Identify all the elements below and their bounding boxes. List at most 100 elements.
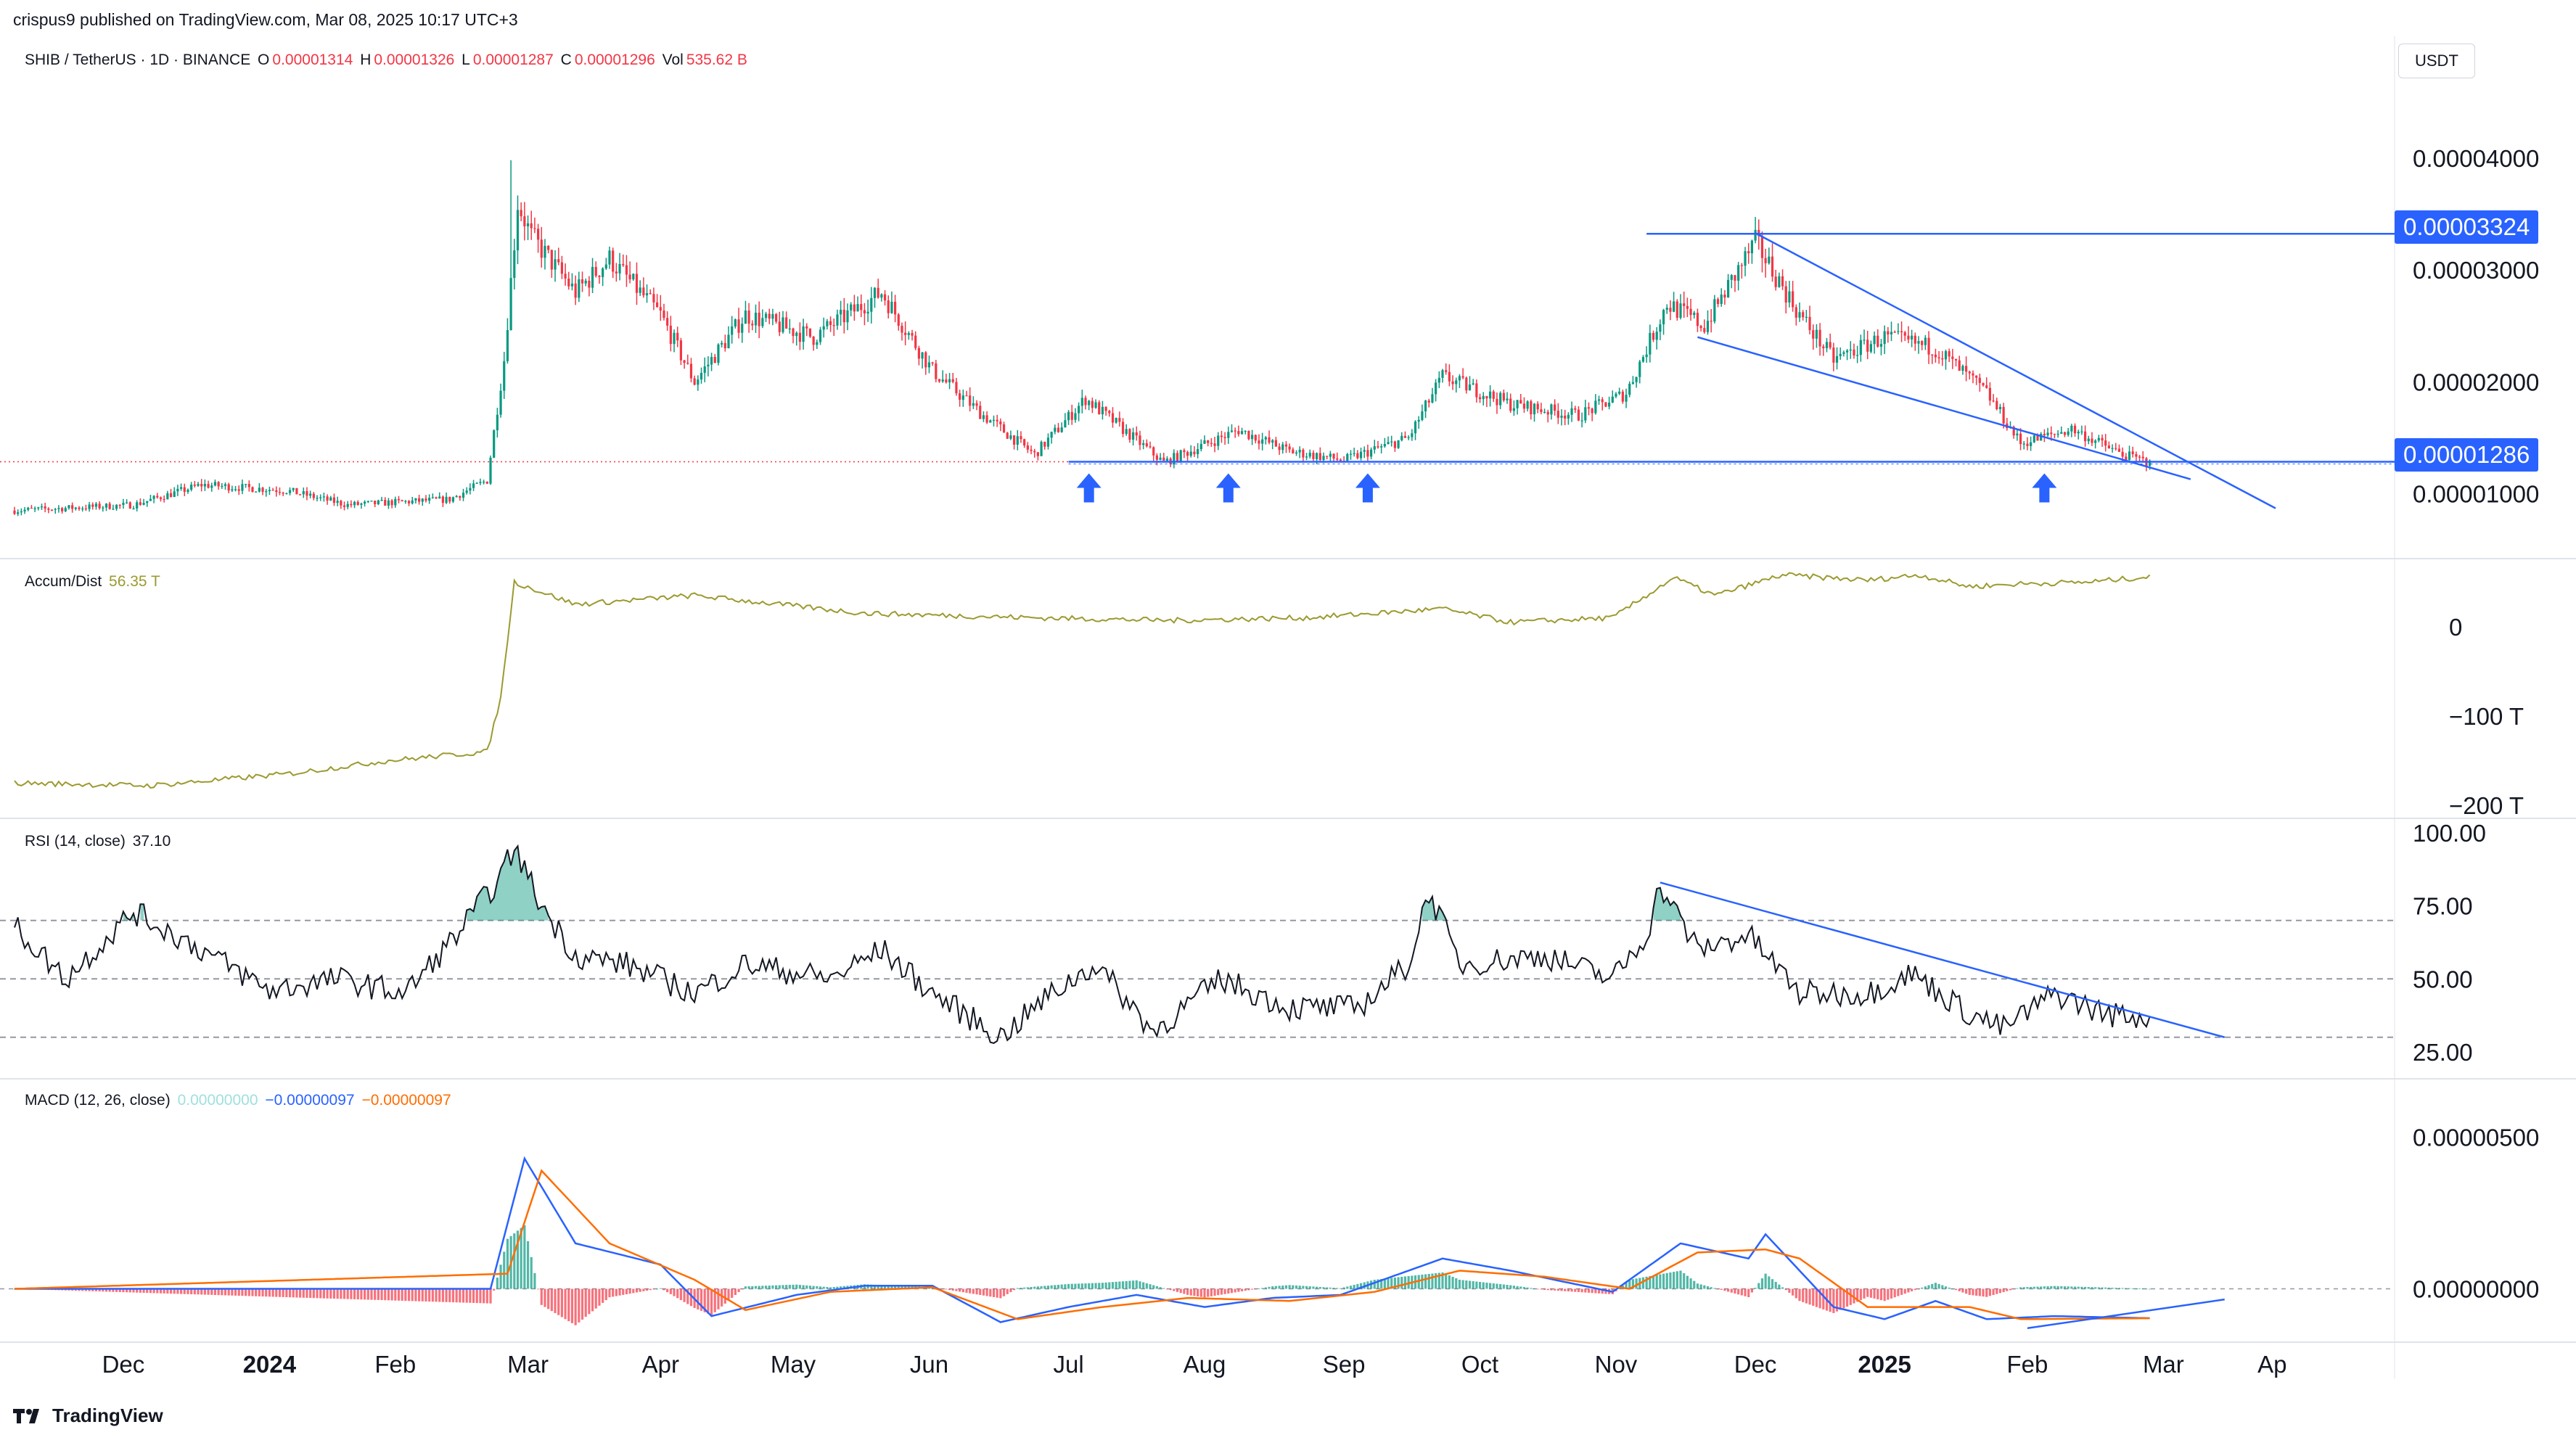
candle[interactable] (1496, 392, 1498, 414)
candle[interactable] (1818, 323, 1821, 356)
candle[interactable] (251, 486, 254, 493)
candle[interactable] (961, 389, 964, 407)
candle[interactable] (1580, 412, 1583, 428)
candle[interactable] (234, 485, 237, 492)
candle[interactable] (159, 496, 163, 502)
candle[interactable] (1217, 432, 1220, 451)
candle[interactable] (374, 500, 377, 508)
candle[interactable] (1720, 288, 1723, 307)
candle[interactable] (2043, 429, 2046, 443)
candle[interactable] (761, 309, 764, 329)
candle[interactable] (1223, 432, 1226, 445)
candle[interactable] (1393, 440, 1396, 452)
candle[interactable] (1866, 330, 1869, 360)
candle[interactable] (1240, 427, 1244, 435)
candle[interactable] (1669, 300, 1672, 321)
candle[interactable] (84, 504, 87, 511)
candle[interactable] (540, 226, 543, 268)
candle[interactable] (1917, 336, 1920, 354)
candle[interactable] (1512, 400, 1515, 416)
candle[interactable] (1829, 333, 1831, 350)
candle[interactable] (1934, 348, 1937, 363)
candle[interactable] (741, 317, 744, 343)
candle[interactable] (931, 361, 934, 366)
candle[interactable] (642, 277, 645, 298)
candle[interactable] (890, 291, 893, 314)
candle[interactable] (1876, 329, 1879, 348)
candle[interactable] (1519, 393, 1522, 404)
candle[interactable] (190, 482, 193, 492)
candle[interactable] (1594, 394, 1597, 415)
candle[interactable] (1995, 398, 1998, 411)
candle[interactable] (1982, 382, 1985, 387)
candle[interactable] (407, 500, 411, 506)
candle[interactable] (836, 309, 839, 330)
candle[interactable] (1673, 292, 1675, 313)
candle[interactable] (1210, 437, 1213, 447)
candle[interactable] (1281, 442, 1284, 454)
candle[interactable] (2084, 425, 2087, 447)
candle[interactable] (414, 498, 417, 504)
candle[interactable] (2033, 435, 2035, 443)
candle[interactable] (1972, 370, 1974, 384)
candle[interactable] (30, 505, 33, 509)
candle[interactable] (1988, 382, 1991, 406)
candle[interactable] (1132, 427, 1135, 446)
candle[interactable] (1292, 447, 1295, 454)
candle[interactable] (64, 506, 67, 512)
candle[interactable] (1556, 403, 1559, 424)
candle[interactable] (1478, 393, 1482, 403)
candle[interactable] (142, 498, 145, 506)
candle[interactable] (200, 479, 203, 492)
rsi-legend[interactable]: RSI (14, close) 37.10 (25, 833, 173, 850)
candle[interactable] (1417, 416, 1420, 429)
candle[interactable] (880, 293, 883, 302)
candle[interactable] (1159, 453, 1162, 461)
candle[interactable] (1812, 324, 1815, 350)
candle[interactable] (1937, 350, 1940, 364)
candle[interactable] (258, 482, 261, 493)
candle[interactable] (1482, 392, 1485, 406)
candle[interactable] (506, 318, 509, 364)
candle[interactable] (927, 355, 931, 374)
candle[interactable] (999, 418, 1002, 432)
candle[interactable] (1193, 446, 1196, 457)
candle[interactable] (1070, 404, 1073, 425)
candle[interactable] (78, 506, 81, 511)
candle[interactable] (1577, 406, 1580, 422)
candle[interactable] (1683, 291, 1686, 318)
candle[interactable] (176, 485, 179, 496)
candle[interactable] (1740, 263, 1743, 279)
candle[interactable] (1176, 450, 1179, 463)
candle[interactable] (652, 287, 655, 311)
candle[interactable] (2002, 403, 2005, 429)
macd-divergence-line[interactable] (2027, 1298, 2225, 1330)
candle[interactable] (975, 400, 978, 411)
candle[interactable] (1900, 321, 1903, 342)
candle[interactable] (292, 488, 295, 493)
candle[interactable] (2067, 428, 2070, 437)
candle[interactable] (588, 276, 591, 297)
candle[interactable] (721, 340, 723, 348)
candle[interactable] (61, 506, 64, 514)
candle[interactable] (1142, 440, 1145, 450)
candle[interactable] (543, 239, 546, 270)
candle[interactable] (1903, 331, 1906, 342)
candle[interactable] (832, 318, 835, 337)
candle[interactable] (751, 320, 754, 331)
candle[interactable] (689, 358, 693, 383)
candle[interactable] (1631, 376, 1634, 385)
candle[interactable] (1336, 452, 1339, 463)
candle[interactable] (1543, 408, 1546, 414)
candle[interactable] (1645, 346, 1648, 363)
candle[interactable] (635, 262, 639, 305)
candle[interactable] (326, 494, 329, 505)
candle[interactable] (819, 326, 822, 345)
candle[interactable] (547, 245, 550, 254)
candle[interactable] (1115, 417, 1117, 424)
candle[interactable] (1927, 331, 1930, 364)
candle[interactable] (1699, 324, 1702, 332)
candle[interactable] (1849, 341, 1852, 359)
candle[interactable] (1696, 308, 1699, 332)
candle[interactable] (972, 396, 975, 409)
